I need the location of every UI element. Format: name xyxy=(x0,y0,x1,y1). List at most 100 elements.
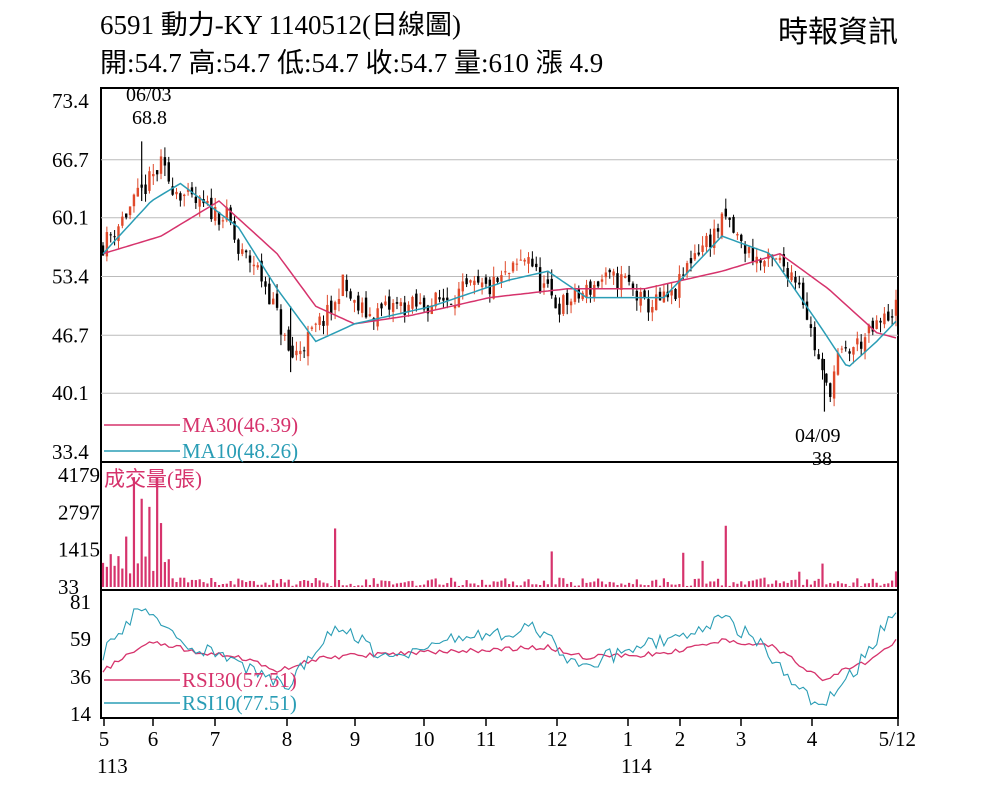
volume-bar xyxy=(500,580,503,587)
candle-body xyxy=(272,298,275,305)
candle-body xyxy=(879,320,882,323)
candle-body xyxy=(295,350,298,356)
volume-bar xyxy=(844,583,847,587)
volume-bar xyxy=(782,581,785,587)
volume-bar xyxy=(774,580,778,587)
candle-body xyxy=(863,337,867,353)
candle-body xyxy=(171,186,174,195)
volume-bar xyxy=(132,477,136,587)
volume-bar xyxy=(101,562,105,587)
high-date-label: 06/03 xyxy=(126,84,172,106)
volume-bar xyxy=(740,581,743,587)
candle-body xyxy=(697,252,700,255)
volume-bar xyxy=(275,583,279,587)
candle-body xyxy=(213,207,217,221)
volume-bar xyxy=(163,562,166,587)
candle-body xyxy=(627,274,631,282)
year-label: 113 xyxy=(97,754,128,778)
volume-bar xyxy=(755,579,758,587)
volume-bar xyxy=(113,565,116,587)
volume-bar xyxy=(531,584,534,587)
volume-bar xyxy=(697,578,700,587)
candle-body xyxy=(291,345,294,358)
volume-bar xyxy=(798,571,801,587)
candle-body xyxy=(542,283,546,288)
candle-body xyxy=(608,269,611,273)
volume-bar xyxy=(403,582,406,587)
candle-body xyxy=(859,341,863,349)
candle-body xyxy=(179,193,182,201)
candle-body xyxy=(732,216,735,233)
volume-bar xyxy=(179,577,182,587)
volume-bar xyxy=(183,577,186,587)
candle-body xyxy=(442,297,445,301)
rsi30-legend-label: RSI30(57.51) xyxy=(182,668,297,692)
volume-axis: 4179 2797 1415 33 xyxy=(58,463,100,599)
rsi-tick-label: 36 xyxy=(70,665,91,689)
volume-bar xyxy=(392,584,395,587)
volume-bar xyxy=(430,579,433,587)
volume-bar xyxy=(523,581,526,587)
candle-body xyxy=(121,216,124,226)
candle-body xyxy=(743,245,747,254)
candle-body xyxy=(875,320,878,329)
candle-body xyxy=(337,298,341,305)
candle-body xyxy=(333,302,337,310)
rsi-axis: 81 59 36 14 xyxy=(70,590,92,726)
volume-bar xyxy=(689,585,693,587)
candle-body xyxy=(376,308,379,327)
price-tick-label: 66.7 xyxy=(52,148,89,172)
volume-bar xyxy=(364,579,368,587)
candle-body xyxy=(299,350,302,355)
candle-body xyxy=(306,331,310,357)
candle-body xyxy=(507,272,511,274)
low-value-label: 38 xyxy=(812,448,832,470)
volume-bar xyxy=(508,584,511,587)
volume-bar xyxy=(593,581,596,587)
volume-bar xyxy=(353,586,356,587)
candle-body xyxy=(565,292,569,305)
volume-bar xyxy=(802,584,805,587)
rsi10-legend-label: RSI10(77.51) xyxy=(182,691,297,715)
month-label: 7 xyxy=(210,727,221,751)
candle-body xyxy=(546,279,550,284)
month-label: 10 xyxy=(414,727,435,751)
ohlc-summary: 開:54.7 高:54.7 低:54.7 收:54.7 量:610 漲 4.9 xyxy=(100,48,604,78)
volume-bar xyxy=(891,580,894,587)
volume-bar xyxy=(794,579,797,587)
volume-bar xyxy=(879,585,882,587)
candle-body xyxy=(434,292,437,307)
candle-body xyxy=(411,296,414,309)
volume-bar xyxy=(651,580,654,587)
candle-body xyxy=(326,304,329,326)
candle-body xyxy=(805,301,809,320)
candle-body xyxy=(477,276,480,283)
candle-body xyxy=(751,247,755,263)
volume-bar xyxy=(624,584,627,587)
volume-bar xyxy=(407,581,410,587)
candle-body xyxy=(616,273,619,289)
candle-body xyxy=(778,257,782,261)
candle-body xyxy=(836,352,840,375)
volume-bar xyxy=(260,584,263,587)
candle-body xyxy=(581,292,584,300)
volume-bar xyxy=(720,585,724,587)
candle-body xyxy=(461,281,464,292)
candle-body xyxy=(550,278,553,296)
candle-body xyxy=(395,302,399,304)
candle-body xyxy=(422,297,426,310)
candle-body xyxy=(148,171,151,191)
candle-body xyxy=(438,297,441,300)
candle-body xyxy=(728,217,731,220)
candle-body xyxy=(244,250,248,253)
volume-bar xyxy=(573,585,577,587)
candle-body xyxy=(256,265,259,268)
volume-bar xyxy=(709,581,712,587)
candle-body xyxy=(670,290,673,296)
volume-bar xyxy=(461,585,464,587)
month-label: 3 xyxy=(736,727,747,751)
candle-body xyxy=(194,196,198,203)
candle-body xyxy=(264,281,267,287)
candle-body xyxy=(310,327,314,329)
volume-bar xyxy=(655,579,658,587)
